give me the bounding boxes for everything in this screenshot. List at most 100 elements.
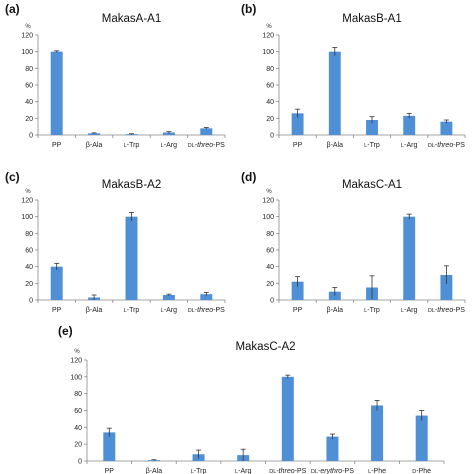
x-tick-label-makasb-a1-4: DL-threo-PS xyxy=(428,142,465,149)
bar-makasb-a1-3 xyxy=(403,115,416,135)
x-tick-label-makasc-a2-5: DL-erythro-PS xyxy=(311,468,354,474)
x-tick-label-makasb-a1-2: L-Trp xyxy=(364,142,380,149)
chart-title-makasb-a1: MakasB-A1 xyxy=(342,13,401,25)
x-tick-label-makasa-a1-1: β-Ala xyxy=(86,142,103,149)
x-tick-label-makasc-a2-6: L-Phe xyxy=(368,468,386,474)
panel-label-4: (e) xyxy=(58,324,73,338)
y-tick-label-1-120: 120 xyxy=(262,33,274,40)
x-tick-label-makasc-a1-4: DL-threo-PS xyxy=(428,307,465,314)
bar-makasc-a2-6 xyxy=(371,405,384,461)
x-tick-label-makasc-a2-1: β-Ala xyxy=(146,468,163,474)
bar-makasb-a1-2 xyxy=(366,120,378,135)
x-tick-label-makasb-a2-3: L-Arg xyxy=(161,307,177,314)
x-tick-label-makasb-a2-4: DL-threo-PS xyxy=(188,307,225,314)
y-unit-label-1: % xyxy=(266,24,272,30)
x-tick-label-makasa-a1-3: L-Arg xyxy=(161,142,177,149)
bar-makasc-a2-0 xyxy=(103,432,116,461)
y-tick-label-0-120: 120 xyxy=(21,33,33,40)
y-tick-label-2-20: 20 xyxy=(25,281,33,288)
bar-makasb-a1-4 xyxy=(440,121,453,135)
x-tick-label-makasc-a1-1: β-Ala xyxy=(327,307,344,314)
x-tick-label-makasb-a1-1: β-Ala xyxy=(327,142,344,149)
x-tick-label-makasa-a1-4: DL-threo-PS xyxy=(188,142,225,149)
bar-makasb-a2-3 xyxy=(162,295,175,300)
bar-makasb-a1-1 xyxy=(328,51,341,135)
y-tick-label-0-20: 20 xyxy=(25,116,33,123)
panel-label-0: (a) xyxy=(5,2,20,16)
y-tick-label-3-20: 20 xyxy=(266,281,274,288)
x-tick-label-makasc-a1-2: L-Trp xyxy=(364,307,380,314)
y-tick-label-4-40: 40 xyxy=(74,425,82,432)
x-tick-label-makasc-a1-0: PP xyxy=(293,307,303,314)
y-tick-label-4-60: 60 xyxy=(74,408,82,415)
bar-makasb-a2-2 xyxy=(125,216,138,300)
y-tick-label-3-80: 80 xyxy=(266,231,274,238)
y-tick-label-0-80: 80 xyxy=(25,66,33,73)
y-unit-label-2: % xyxy=(25,189,31,195)
x-tick-label-makasa-a1-2: L-Trp xyxy=(124,142,140,149)
x-tick-label-makasb-a1-0: PP xyxy=(293,142,303,149)
y-tick-label-2-0: 0 xyxy=(29,298,33,305)
y-tick-label-1-20: 20 xyxy=(266,116,274,123)
x-tick-label-makasc-a1-3: L-Arg xyxy=(401,307,417,314)
x-tick-label-makasa-a1-0: PP xyxy=(52,142,62,149)
bar-makasa-a1-4 xyxy=(200,128,213,135)
y-tick-label-1-100: 100 xyxy=(262,49,274,56)
x-tick-label-makasc-a2-0: PP xyxy=(105,468,115,474)
y-tick-label-3-100: 100 xyxy=(262,214,274,221)
bar-makasc-a1-3 xyxy=(403,216,416,300)
chart-title-makasc-a2: MakasC-A2 xyxy=(235,341,295,353)
bar-makasa-a1-3 xyxy=(162,132,175,135)
bar-makasc-a2-5 xyxy=(326,436,339,461)
x-tick-label-makasb-a2-1: β-Ala xyxy=(86,307,103,314)
bar-makasb-a2-4 xyxy=(200,294,213,300)
y-tick-label-3-40: 40 xyxy=(266,264,274,271)
y-unit-label-4: % xyxy=(74,349,80,355)
bar-makasb-a1-0 xyxy=(291,113,304,135)
bar-makasc-a2-7 xyxy=(415,415,428,461)
y-tick-label-3-0: 0 xyxy=(270,298,274,305)
x-tick-label-makasc-a2-2: L-Trp xyxy=(191,468,207,474)
y-tick-label-4-100: 100 xyxy=(70,374,82,381)
y-tick-label-1-0: 0 xyxy=(270,133,274,140)
y-tick-label-1-40: 40 xyxy=(266,99,274,106)
x-tick-label-makasb-a1-3: L-Arg xyxy=(401,142,417,149)
x-tick-label-makasc-a2-4: DL-threo-PS xyxy=(269,468,306,474)
y-unit-label-0: % xyxy=(25,24,31,30)
y-tick-label-2-60: 60 xyxy=(25,248,33,255)
y-tick-label-2-120: 120 xyxy=(21,198,33,205)
panel-label-3: (d) xyxy=(241,170,256,184)
chart-title-makasb-a2: MakasB-A2 xyxy=(102,179,161,191)
bar-makasc-a2-4 xyxy=(281,376,294,461)
y-tick-label-4-0: 0 xyxy=(78,459,82,466)
x-tick-label-makasb-a2-2: L-Trp xyxy=(124,307,140,314)
panel-label-2: (c) xyxy=(5,170,20,184)
y-tick-label-4-20: 20 xyxy=(74,442,82,449)
bar-makasc-a1-0 xyxy=(291,281,304,300)
y-tick-label-0-60: 60 xyxy=(25,83,33,90)
y-tick-label-3-120: 120 xyxy=(262,198,274,205)
bar-makasa-a1-0 xyxy=(50,51,63,135)
bar-makasc-a1-4 xyxy=(440,275,453,300)
x-tick-label-makasc-a2-7: D-Phe xyxy=(412,468,431,474)
y-tick-label-0-100: 100 xyxy=(21,49,33,56)
y-tick-label-1-80: 80 xyxy=(266,66,274,73)
y-tick-label-0-0: 0 xyxy=(29,133,33,140)
y-tick-label-0-40: 40 xyxy=(25,99,33,106)
x-tick-label-makasc-a2-3: L-Arg xyxy=(235,468,251,474)
y-tick-label-4-80: 80 xyxy=(74,391,82,398)
y-tick-label-3-60: 60 xyxy=(266,248,274,255)
chart-title-makasc-a1: MakasC-A1 xyxy=(342,179,402,191)
x-tick-label-makasb-a2-0: PP xyxy=(52,307,62,314)
bar-makasa-a1-1 xyxy=(88,133,101,135)
y-tick-label-1-60: 60 xyxy=(266,83,274,90)
y-unit-label-3: % xyxy=(266,189,272,195)
y-tick-label-2-80: 80 xyxy=(25,231,33,238)
panel-label-1: (b) xyxy=(241,2,256,16)
chart-title-makasa-a1: MakasA-A1 xyxy=(102,13,161,25)
bar-makasa-a1-2 xyxy=(125,134,138,135)
y-tick-label-2-100: 100 xyxy=(21,214,33,221)
bar-makasb-a2-0 xyxy=(50,266,63,300)
